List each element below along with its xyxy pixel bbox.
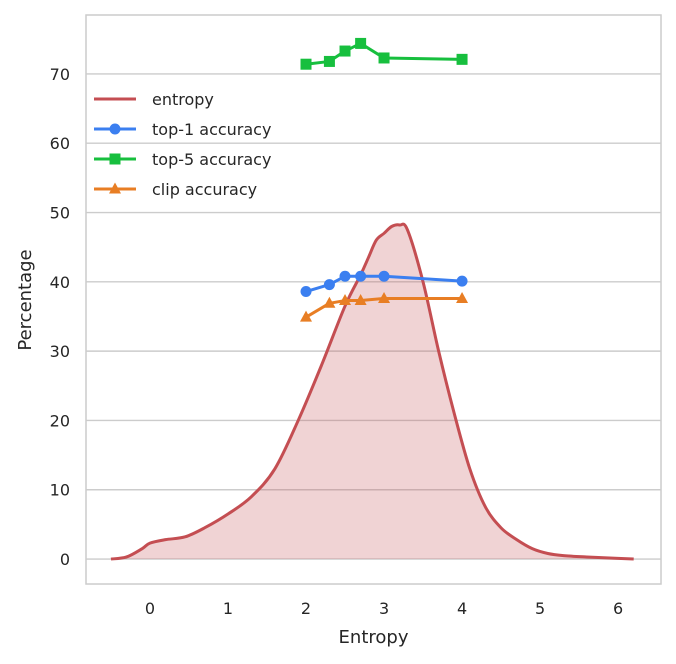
top-1-accuracy-point <box>300 286 312 298</box>
clip-accuracy-point <box>354 294 367 306</box>
legend-label-top-5-accuracy: top-5 accuracy <box>152 150 271 169</box>
entropy-line <box>110 222 634 561</box>
plot-frame <box>85 14 662 585</box>
top-1-accuracy-point <box>456 275 468 287</box>
x-tick-label: 2 <box>301 599 311 618</box>
legend-marker-top-5-accuracy <box>109 153 121 165</box>
y-tick-label: 70 <box>50 65 70 84</box>
y-tick-label: 10 <box>50 481 70 500</box>
top-5-accuracy-point <box>300 58 312 70</box>
top-5-accuracy-point <box>339 45 351 57</box>
grid-lines <box>86 73 661 560</box>
top-5-accuracy-point <box>456 53 468 65</box>
series-layer <box>300 37 469 322</box>
y-axis-label: Percentage <box>15 249 36 350</box>
legend-label-entropy: entropy <box>152 90 214 109</box>
legend: entropy top-1 accuracy top-5 accuracy clip … <box>94 90 271 199</box>
y-tick-label: 50 <box>50 204 70 223</box>
x-tick-label: 4 <box>457 599 467 618</box>
y-tick-label: 30 <box>50 342 70 361</box>
clip-accuracy-point <box>300 310 313 322</box>
y-tick-label: 60 <box>50 134 70 153</box>
clip-accuracy-point <box>323 296 336 308</box>
y-tick-label: 40 <box>50 273 70 292</box>
legend-marker-clip-accuracy <box>109 182 121 194</box>
x-tick-label: 0 <box>145 599 155 618</box>
x-tick-label: 6 <box>613 599 623 618</box>
y-tick-label: 20 <box>50 411 70 430</box>
top-5-accuracy-point <box>323 55 335 67</box>
density-layer <box>110 222 634 561</box>
entropy-area <box>110 224 634 560</box>
legend-marker-top-1-accuracy <box>109 123 121 135</box>
top-1-accuracy-point <box>355 270 367 282</box>
legend-label-clip-accuracy: clip accuracy <box>152 180 257 199</box>
x-tick-label: 1 <box>223 599 233 618</box>
x-axis-ticks: 0 1 2 3 4 5 6 <box>145 599 623 618</box>
clip-accuracy-point <box>456 291 469 303</box>
x-tick-label: 3 <box>379 599 389 618</box>
clip-accuracy-point <box>378 291 391 303</box>
x-tick-label: 5 <box>535 599 545 618</box>
y-tick-label: 0 <box>60 550 70 569</box>
clip-accuracy-point <box>339 294 352 306</box>
top-1-accuracy-point <box>323 279 335 291</box>
top-5-accuracy-point <box>355 37 367 49</box>
top-5-accuracy-point <box>378 52 390 64</box>
x-axis-label: Entropy <box>339 627 409 648</box>
legend-label-top-1-accuracy: top-1 accuracy <box>152 120 271 139</box>
top-1-accuracy-point <box>339 270 351 282</box>
y-axis-ticks: 0 10 20 30 40 50 60 70 <box>50 65 70 569</box>
top-1-accuracy-point <box>378 270 390 282</box>
